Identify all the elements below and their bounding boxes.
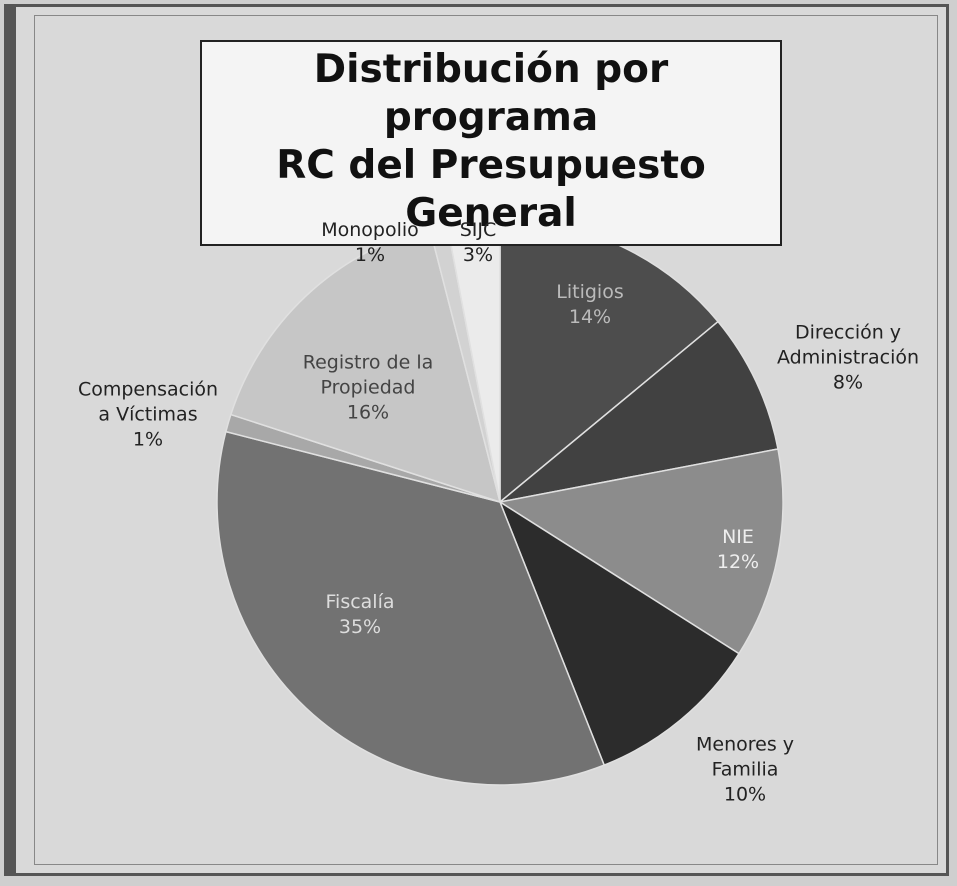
value-label: 16% <box>346 401 390 424</box>
category-label: Registro de la Propiedad <box>302 351 434 399</box>
pie-slice <box>499 320 779 503</box>
value-label: 1% <box>354 244 386 266</box>
data-label: SIJC 3% <box>460 218 497 268</box>
category-label: Litigios <box>556 281 624 303</box>
data-label: NIE 12% <box>717 525 759 575</box>
data-label: Dirección y Administración 8% <box>777 321 919 396</box>
pie-slice <box>497 448 784 655</box>
category-label: NIE <box>722 526 754 548</box>
value-label: 3% <box>462 244 494 266</box>
pie-slice <box>216 430 606 786</box>
data-label: Fiscalía 35% <box>325 590 394 640</box>
chart-title: Distribución por programa RC del Presupu… <box>200 40 782 246</box>
value-label: 14% <box>568 306 612 328</box>
value-label: 10% <box>723 783 767 806</box>
category-label: Dirección y Administración <box>776 321 920 369</box>
data-label: Monopolio 1% <box>321 218 419 268</box>
value-label: 8% <box>832 371 864 394</box>
value-label: 1% <box>132 428 164 451</box>
category-label: Fiscalía <box>325 591 395 613</box>
category-label: Menores y Familia <box>695 733 795 781</box>
plot-area <box>34 15 938 865</box>
data-label: Menores y Familia 10% <box>696 733 794 808</box>
data-label: Litigios 14% <box>556 280 623 330</box>
data-label: Registro de la Propiedad 16% <box>303 351 434 426</box>
data-label: Compensación a Víctimas 1% <box>78 378 218 453</box>
value-label: 12% <box>716 551 760 573</box>
value-label: 35% <box>338 616 382 638</box>
category-label: SIJC <box>459 219 497 241</box>
pie-slice <box>498 500 740 767</box>
category-label: Compensación a Víctimas <box>77 378 219 426</box>
category-label: Monopolio <box>321 219 419 241</box>
